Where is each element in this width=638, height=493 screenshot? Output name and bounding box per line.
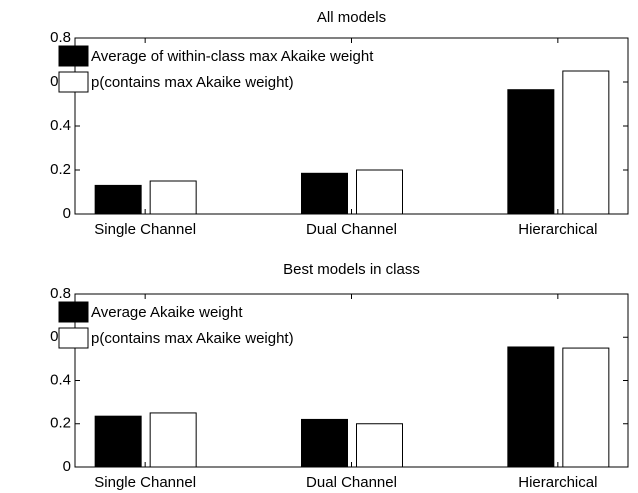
x-tick-label: Hierarchical (518, 221, 597, 238)
bar (507, 89, 555, 215)
bar (301, 172, 348, 215)
bar (562, 70, 610, 215)
y-tick-label: 0.8 (50, 285, 71, 302)
x-tick-label: Single Channel (94, 221, 196, 238)
chart-title: Best models in class (283, 261, 420, 278)
y-tick-label: 0.2 (50, 415, 71, 432)
x-tick-label: Hierarchical (518, 474, 597, 491)
x-tick-label: Dual Channel (306, 474, 397, 491)
bar (149, 412, 197, 468)
x-tick-label: Single Channel (94, 474, 196, 491)
bar (356, 423, 403, 468)
bar (94, 415, 142, 468)
y-tick-label: 0 (63, 205, 71, 222)
y-tick-label: 0.8 (50, 29, 71, 46)
bar (507, 346, 555, 468)
chart-title: All models (317, 9, 386, 26)
y-tick-label: 0.4 (50, 371, 71, 388)
legend-label: p(contains max Akaike weight) (91, 74, 294, 91)
bar (301, 418, 348, 468)
y-tick-label: 0.2 (50, 161, 71, 178)
bar (356, 169, 403, 215)
y-tick-label: 0 (63, 458, 71, 475)
legend-label: Average of within-class max Akaike weigh… (91, 48, 374, 65)
bar (562, 347, 610, 468)
legend-swatch (58, 327, 89, 349)
legend-swatch (58, 45, 89, 67)
bar (149, 180, 197, 215)
legend-swatch (58, 71, 89, 93)
legend-swatch (58, 301, 89, 323)
y-tick-label: 0.4 (50, 117, 71, 134)
x-tick-label: Dual Channel (306, 221, 397, 238)
legend-label: p(contains max Akaike weight) (91, 330, 294, 347)
legend-label: Average Akaike weight (91, 304, 243, 321)
bar (94, 184, 142, 215)
